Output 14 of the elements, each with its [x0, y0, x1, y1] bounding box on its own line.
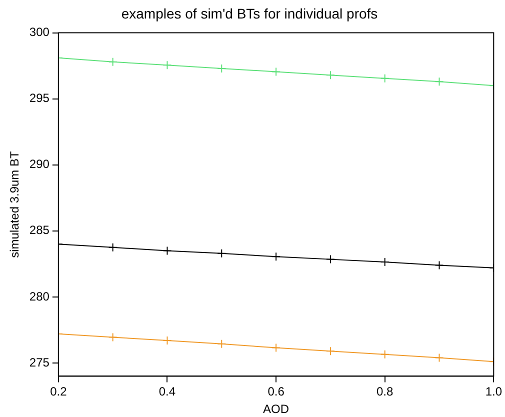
x-axis-title: AOD [263, 402, 290, 416]
y-tick-label: 285 [29, 223, 50, 238]
y-tick-label: 275 [29, 355, 50, 370]
x-tick-label: 0.4 [158, 384, 176, 399]
chart-title: examples of sim'd BTs for individual profs [121, 5, 378, 22]
y-tick-label: 280 [29, 289, 50, 304]
y-tick-label: 295 [29, 91, 50, 106]
x-tick-label: 0.8 [376, 384, 394, 399]
x-tick-label: 0.2 [50, 384, 68, 399]
x-tick-label: 0.6 [268, 384, 285, 399]
y-tick-label: 290 [29, 157, 50, 172]
y-tick-label: 300 [29, 25, 50, 40]
y-axis-title: simulated 3.9um BT [8, 150, 22, 258]
x-tick-label: 1.0 [485, 384, 502, 399]
